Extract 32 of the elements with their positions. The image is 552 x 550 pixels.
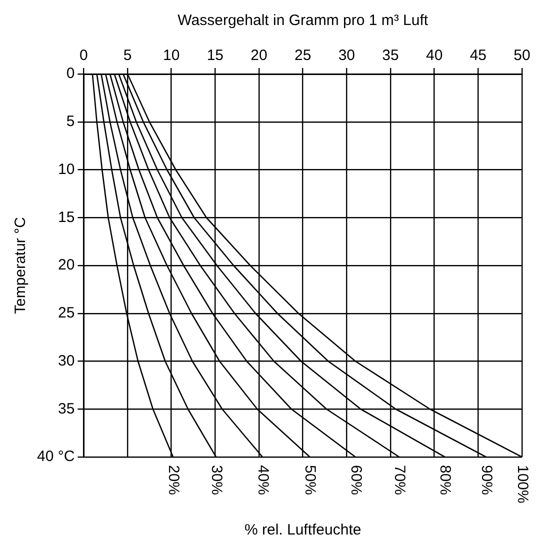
y-tick-label: 20 [58, 256, 75, 274]
text: % rel. Luftfeuchte [244, 522, 362, 539]
text: 80% [436, 465, 454, 496]
text: 90% [478, 465, 495, 496]
x-tick-label: 10 [163, 47, 180, 64]
y-tick-label: 10 [58, 160, 75, 178]
y-tick-label: 25 [58, 304, 75, 322]
x-axis-title: Wassergehalt in Gramm pro 1 m³ Luft [178, 12, 429, 30]
x-tick-label: 45 [470, 47, 487, 64]
x-tick-label: 0 [80, 47, 88, 64]
y-tick-label: 5 [66, 113, 75, 130]
x-tick-label: 5 [123, 47, 132, 64]
y-tick-label: 0 [66, 65, 75, 82]
text: 20% [164, 465, 182, 496]
x-tick-label: 35 [382, 47, 399, 64]
text: 30% [208, 465, 225, 496]
y-tick-label: 30 [58, 352, 75, 370]
text: 100% [514, 465, 531, 504]
y-tick-label: 15 [58, 208, 75, 226]
y-axis-title: Temperatur °C [12, 216, 30, 314]
x-tick-label: 25 [294, 47, 312, 64]
x-tick-label: 30 [338, 47, 356, 64]
x-tick-label: 20 [250, 47, 268, 64]
x-tick-label: 40 [426, 47, 443, 64]
text: 40% [254, 465, 272, 496]
y-tick-label: 35 [58, 400, 75, 418]
text: 60% [347, 465, 364, 496]
x-tick-label: 15 [206, 47, 224, 64]
x-tick-label: 50 [514, 47, 530, 64]
text: 50% [302, 465, 319, 496]
y-tick-label: 40 °C [36, 448, 75, 466]
text: 70% [391, 465, 408, 496]
